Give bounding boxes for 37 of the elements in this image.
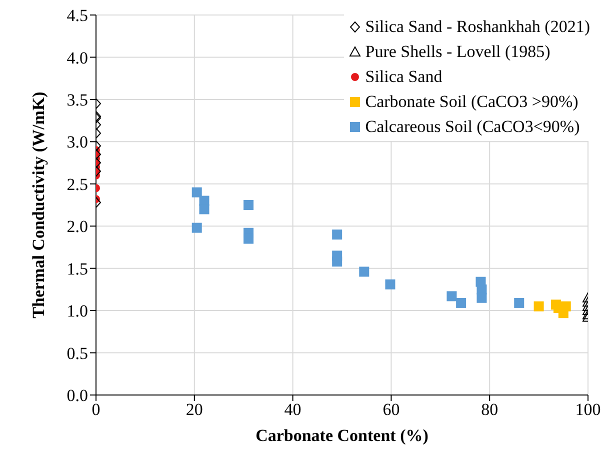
point xyxy=(534,301,544,312)
x-tick-label: 40 xyxy=(284,400,302,420)
x-tick-label: 20 xyxy=(186,400,203,420)
x-tick-label: 100 xyxy=(575,400,601,420)
legend-label: Silica Sand - Roshankhah (2021) xyxy=(365,16,590,38)
point xyxy=(476,292,487,303)
y-tick-label: 4.5 xyxy=(66,6,88,26)
y-tick-label: 4.0 xyxy=(66,48,88,68)
x-tick-label: 0 xyxy=(92,400,100,420)
point xyxy=(446,291,457,302)
point xyxy=(244,234,254,244)
y-tick-label: 1.0 xyxy=(66,302,88,321)
y-tick-label: 0.0 xyxy=(66,386,88,406)
point xyxy=(192,222,202,233)
y-tick-label: 3.5 xyxy=(66,90,88,110)
x-tick-label: 80 xyxy=(481,400,498,420)
y-tick-label: 2.5 xyxy=(66,174,88,194)
legend-label: Pure Shells - Lovell (1985) xyxy=(365,41,550,63)
legend-label: Silica Sand xyxy=(365,66,442,88)
y-tick-label: 3.0 xyxy=(66,132,88,152)
x-axis-title: Carbonate Content (%) xyxy=(256,426,428,446)
point xyxy=(385,279,396,290)
point xyxy=(514,298,524,308)
y-tick-label: 0.5 xyxy=(66,344,88,363)
y-axis-title: Thermal Conductivity (W/mK) xyxy=(29,92,48,318)
point xyxy=(199,204,210,214)
point xyxy=(332,256,342,267)
point xyxy=(192,187,202,198)
y-tick-label: 1.5 xyxy=(66,259,88,278)
x-tick-label: 60 xyxy=(382,400,400,420)
point xyxy=(359,266,370,277)
point xyxy=(332,230,342,240)
legend-label: Calcareous Soil (CaCO3<90%) xyxy=(365,116,580,138)
y-tick-label: 2.0 xyxy=(66,217,88,236)
point xyxy=(244,200,254,210)
point xyxy=(456,298,466,308)
legend-label: Carbonate Soil (CaCO3 >90%) xyxy=(365,91,578,113)
